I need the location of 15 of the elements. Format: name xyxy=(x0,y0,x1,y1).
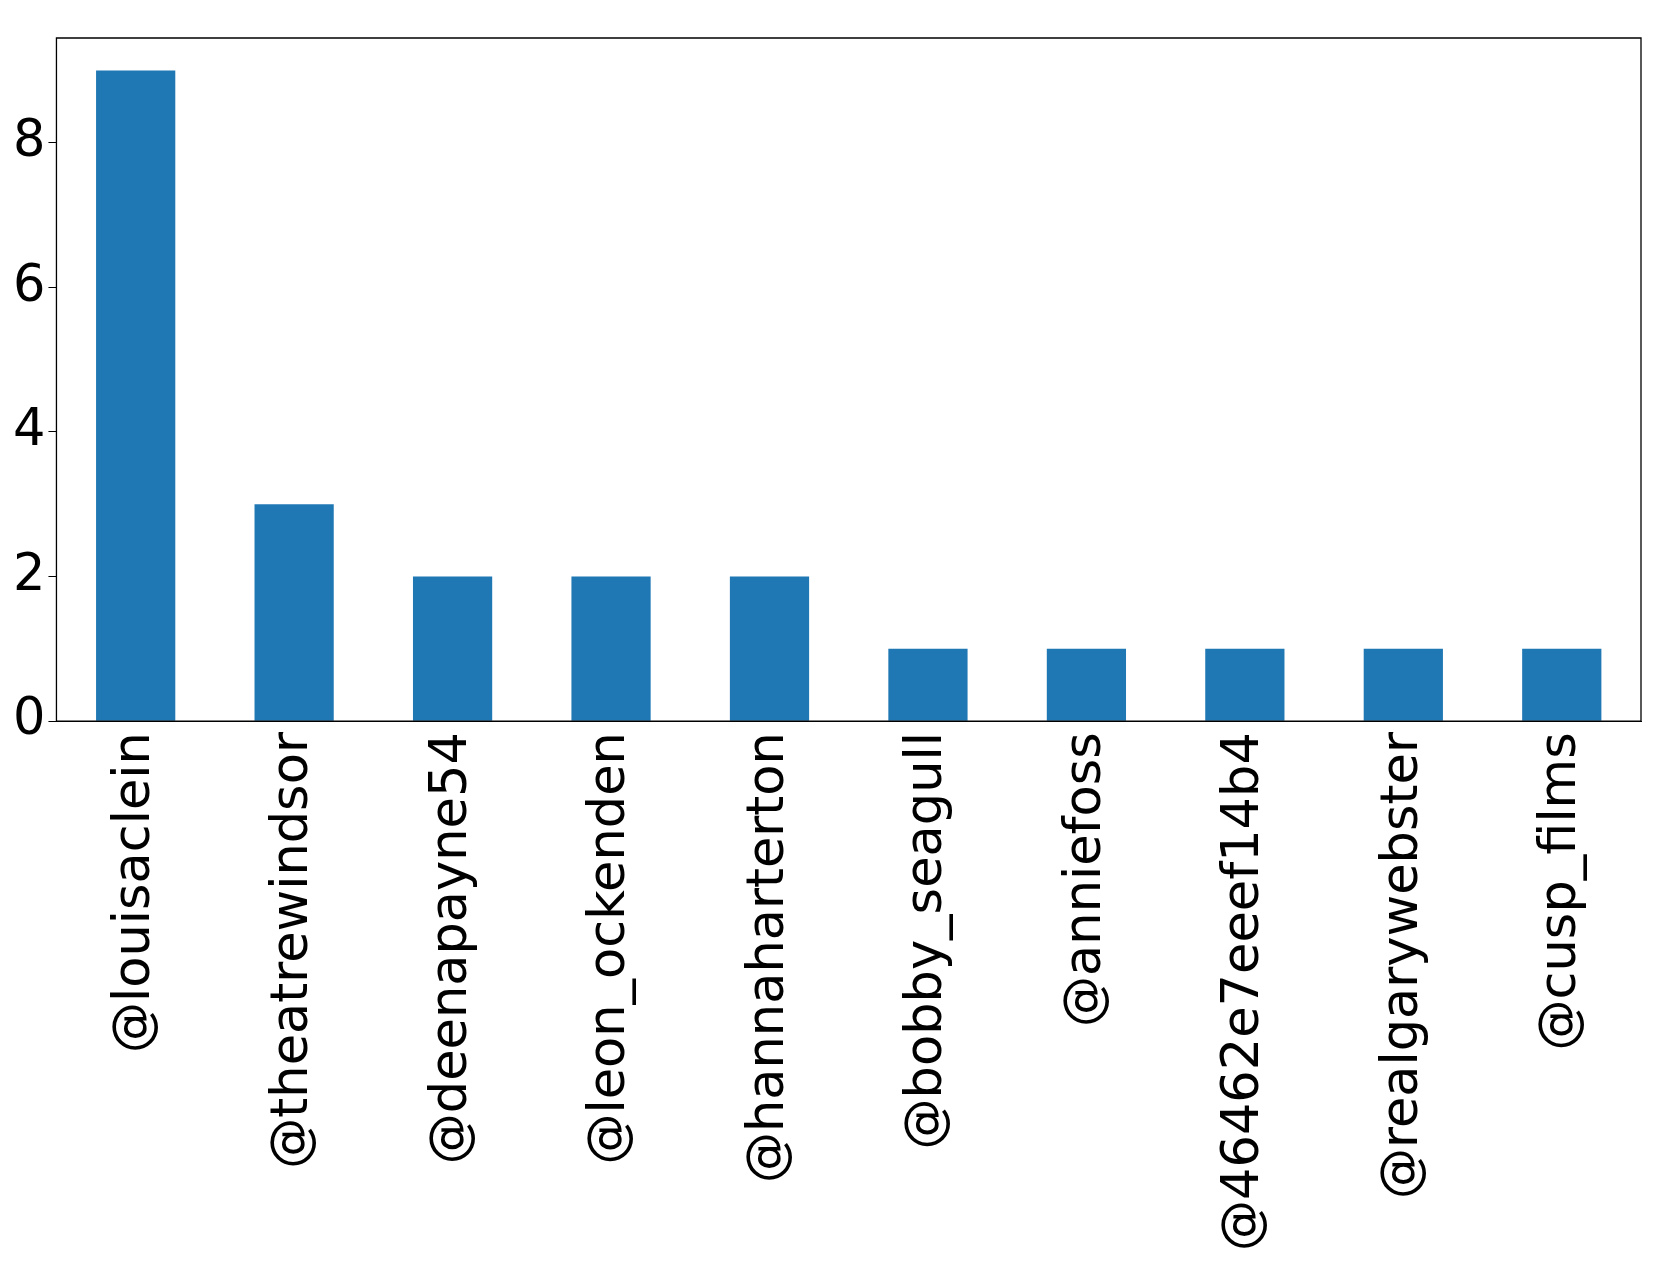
x-tick-label: @hannaharterton xyxy=(735,732,795,1184)
y-tick-label: 6 xyxy=(12,253,46,313)
x-tick-label: @deenapayne54 xyxy=(418,732,478,1165)
x-tick-label: @cusp_films xyxy=(1528,732,1588,1051)
x-tick-label: @leon_ockenden xyxy=(577,732,637,1165)
x-tick-label: @46462e7eeef14b4 xyxy=(1211,732,1271,1252)
x-tick-label: @realgarywebster xyxy=(1369,732,1429,1199)
x-tick-label: @louisaclein xyxy=(101,732,161,1053)
y-tick-label: 2 xyxy=(12,542,46,602)
y-tick-label: 8 xyxy=(12,109,46,169)
y-tick-label: 0 xyxy=(12,687,46,747)
x-tick-label: @theatrewindsor xyxy=(260,732,320,1169)
x-tick-label: @bobby_seagull xyxy=(894,732,954,1150)
x-tick-label: @anniefoss xyxy=(1052,732,1112,1027)
y-tick-label: 4 xyxy=(12,398,46,458)
